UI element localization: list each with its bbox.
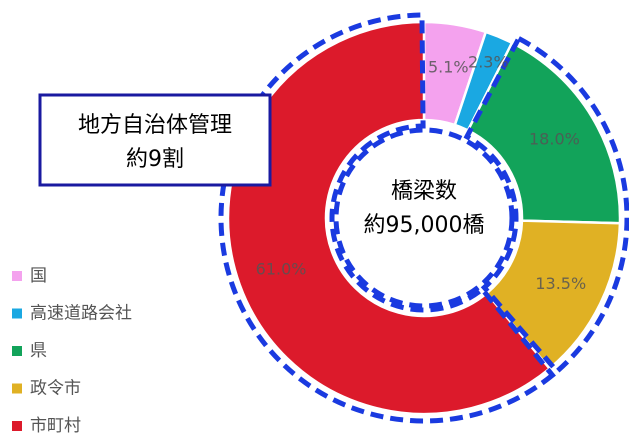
highlight-outline [218,12,556,424]
legend-swatch [12,346,22,356]
annotation-box [38,93,272,187]
slices [226,20,622,416]
annotation-line: 約9割 [126,147,184,172]
legend-swatch [12,421,22,431]
legend-label: 政令市 [30,379,81,399]
legend-swatch [12,383,22,394]
slice [226,20,552,416]
data-label: 2.3% [468,52,509,71]
center-label: 約95,000橋 [364,213,485,238]
data-label: 13.5% [535,274,586,293]
legend-label: 県 [30,341,47,361]
legend-swatch [12,308,22,319]
data-label: 5.1% [428,57,469,76]
data-label: 18.0% [529,129,580,148]
legend-swatch [12,271,22,281]
center-outline [333,127,515,309]
outlines [218,12,629,424]
annotation-line: 地方自治体管理 [78,113,232,138]
legend-label: 高速道路会社 [30,304,132,324]
legend-label: 国 [30,266,47,286]
data-label: 61.0% [256,259,307,278]
highlight-outline [463,35,629,375]
legend-label: 市町村 [30,416,81,436]
slice [466,41,622,225]
center-label: 橋梁数 [391,179,457,204]
